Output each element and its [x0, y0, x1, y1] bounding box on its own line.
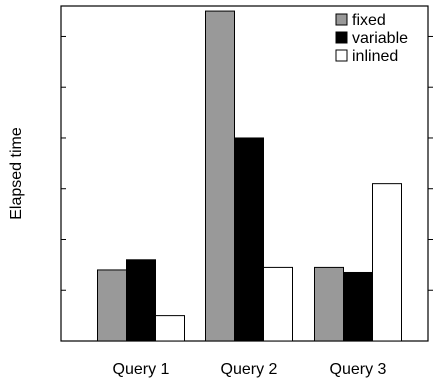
- bar-fixed-0: [97, 269, 127, 342]
- bar-variable-0: [126, 259, 156, 342]
- bars-layer: [97, 10, 402, 342]
- ticks-layer: [61, 35, 433, 291]
- x-tick-label-2: Query 3: [330, 361, 387, 378]
- bar-inlined-0: [155, 315, 185, 342]
- bar-inlined-2: [372, 183, 402, 342]
- legend-swatch-inlined: [335, 49, 348, 62]
- x-tick-label-0: Query 1: [113, 361, 170, 378]
- legend-swatch-fixed: [335, 13, 348, 26]
- y-axis-label: Elapsed time: [8, 127, 25, 220]
- labels-layer: Query 1 Query 2 Query 3 Elapsed time: [8, 127, 387, 378]
- x-tick-label-1: Query 2: [221, 361, 278, 378]
- bar-fixed-2: [314, 266, 344, 342]
- legend-label-inlined: inlined: [352, 48, 398, 65]
- bar-variable-2: [343, 271, 373, 342]
- bar-inlined-1: [263, 266, 293, 342]
- bar-fixed-1: [205, 10, 235, 342]
- bar-variable-1: [234, 137, 264, 342]
- legend-label-fixed: fixed: [352, 12, 386, 29]
- legend-swatch-variable: [335, 31, 348, 44]
- legend-label-variable: variable: [352, 30, 408, 47]
